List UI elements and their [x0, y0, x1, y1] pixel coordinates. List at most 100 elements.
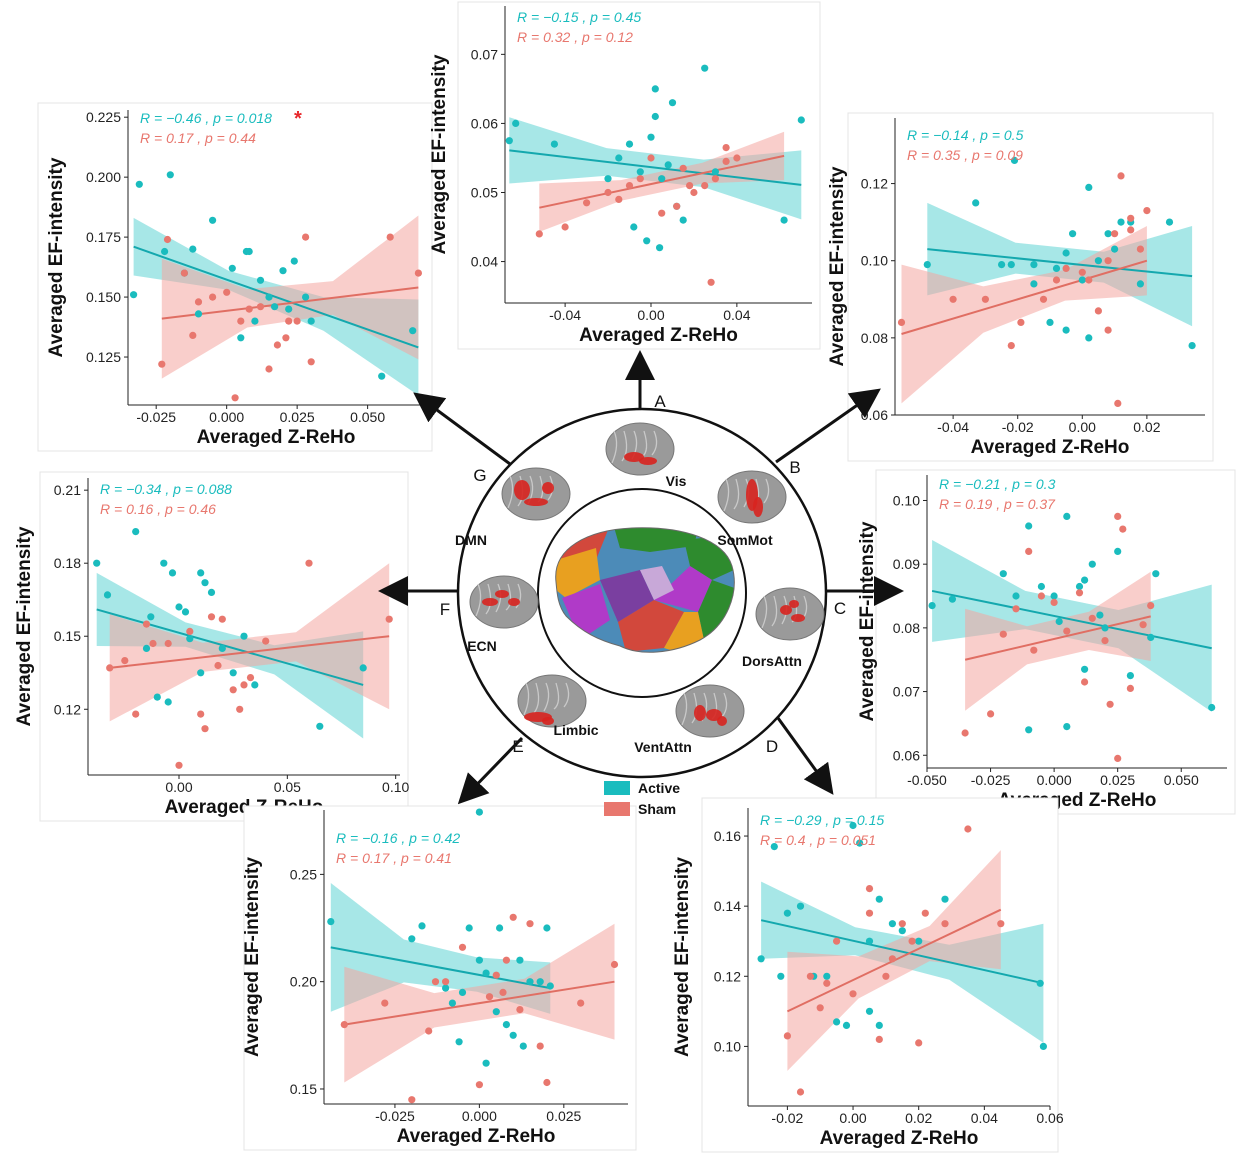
data-point-sham	[381, 999, 389, 1007]
data-point-active	[1085, 334, 1093, 342]
data-point-active	[865, 1007, 874, 1015]
regression-line-sham	[161, 286, 419, 320]
data-point-active	[679, 216, 687, 224]
x-tick-label: 0.000	[462, 1108, 497, 1124]
network-region	[753, 497, 763, 517]
data-point-sham	[686, 182, 694, 190]
data-point-active	[1136, 280, 1144, 288]
brain-parcel	[600, 570, 654, 622]
data-point-active	[1069, 230, 1077, 238]
data-point-sham	[214, 661, 222, 670]
network-region	[542, 717, 554, 725]
data-point-sham	[997, 920, 1005, 928]
brain-sulcus	[533, 682, 540, 714]
data-point-active	[526, 978, 534, 986]
data-point-sham	[1101, 637, 1109, 645]
network-region	[482, 598, 498, 606]
data-point-sham	[207, 613, 216, 621]
network-region	[780, 605, 792, 615]
y-axis-title: Averaged EF-intensity	[857, 521, 878, 721]
network-ecn: ECN F	[440, 575, 539, 654]
data-point-sham	[897, 318, 906, 326]
data-point-active	[770, 843, 778, 851]
data-point-sham	[1078, 268, 1086, 276]
data-point-sham	[701, 182, 709, 190]
y-axis-title: Averaged EF-intensity	[827, 166, 848, 366]
data-point-active	[972, 199, 980, 207]
brain-sulcus	[553, 682, 560, 710]
data-point-active	[290, 257, 298, 265]
data-point-sham	[898, 920, 906, 928]
data-point-sham	[625, 182, 634, 190]
data-point-active	[135, 180, 143, 188]
network-label: ECN	[467, 638, 497, 654]
data-point-sham	[647, 154, 655, 162]
data-point-active	[251, 681, 259, 689]
data-point-active	[1104, 230, 1112, 238]
data-point-active	[796, 902, 805, 910]
data-point-active	[130, 291, 138, 299]
data-point-sham	[180, 269, 188, 277]
regression-line-active	[927, 248, 1193, 278]
network-region	[717, 716, 727, 726]
data-point-sham	[1030, 646, 1038, 654]
data-point-sham	[197, 710, 205, 718]
y-tick-label: 0.06	[861, 407, 888, 423]
y-tick-label: 0.09	[893, 556, 920, 572]
data-point-sham	[888, 955, 897, 963]
panel-g: -0.025 0.000 0.025 0.050 0.125 0.150 0.175 0.20…	[37, 102, 433, 452]
x-tick-label: -0.050	[907, 772, 947, 788]
stat-annotation-active: R = −0.21 , p = 0.3	[939, 476, 1056, 492]
panel-a: -0.04 0.00 0.04 0.04 0.05 0.06 0.07 Averaged Z-…	[429, 1, 821, 350]
data-point-sham	[293, 317, 301, 325]
data-point-active	[823, 972, 831, 980]
data-point-sham	[915, 1039, 923, 1047]
data-point-active	[898, 927, 906, 935]
data-point-sham	[823, 979, 831, 987]
data-point-sham	[921, 909, 929, 917]
data-point-active	[1012, 592, 1020, 600]
data-point-active	[103, 591, 112, 599]
data-point-active	[502, 1021, 510, 1029]
data-point-active	[1081, 576, 1089, 584]
data-point-active	[237, 334, 245, 342]
x-tick-label: 0.02	[1133, 419, 1160, 435]
data-point-sham	[386, 233, 394, 241]
data-point-sham	[658, 209, 666, 217]
legend: Active Sham	[604, 780, 680, 817]
data-point-active	[153, 693, 161, 701]
network-region	[639, 457, 657, 465]
data-point-active	[93, 559, 101, 567]
data-point-sham	[245, 305, 253, 313]
data-point-sham	[673, 202, 681, 210]
brain-sulcus	[761, 595, 768, 629]
data-point-sham	[1052, 276, 1061, 284]
y-tick-label: 0.07	[893, 684, 920, 700]
data-point-active	[1007, 261, 1015, 269]
data-point-active	[1025, 726, 1033, 734]
data-point-active	[147, 613, 155, 621]
data-point-active	[1046, 318, 1054, 326]
data-point-active	[475, 956, 483, 964]
network-dmn: DMN G	[455, 466, 571, 548]
data-point-sham	[1088, 614, 1096, 622]
data-point-sham	[1007, 342, 1015, 350]
data-point-active	[1037, 582, 1045, 591]
data-point-sham	[722, 157, 730, 165]
x-tick-label: 0.000	[209, 409, 244, 425]
y-tick-label: 0.10	[893, 492, 920, 508]
significance-star: *	[293, 108, 302, 130]
network-region	[514, 480, 530, 500]
data-point-sham	[964, 825, 972, 833]
x-tick-label: 0.05	[274, 779, 301, 795]
data-point-sham	[865, 885, 874, 893]
stat-annotation-sham: R = 0.4 , p = 0.051	[760, 832, 876, 848]
data-point-sham	[425, 1027, 433, 1035]
data-point-sham	[526, 920, 534, 928]
x-tick-label: -0.025	[375, 1108, 415, 1124]
confidence-band-sham	[109, 563, 390, 722]
data-point-sham	[158, 360, 166, 368]
data-point-sham	[561, 223, 569, 231]
brain-parcel	[556, 548, 600, 598]
